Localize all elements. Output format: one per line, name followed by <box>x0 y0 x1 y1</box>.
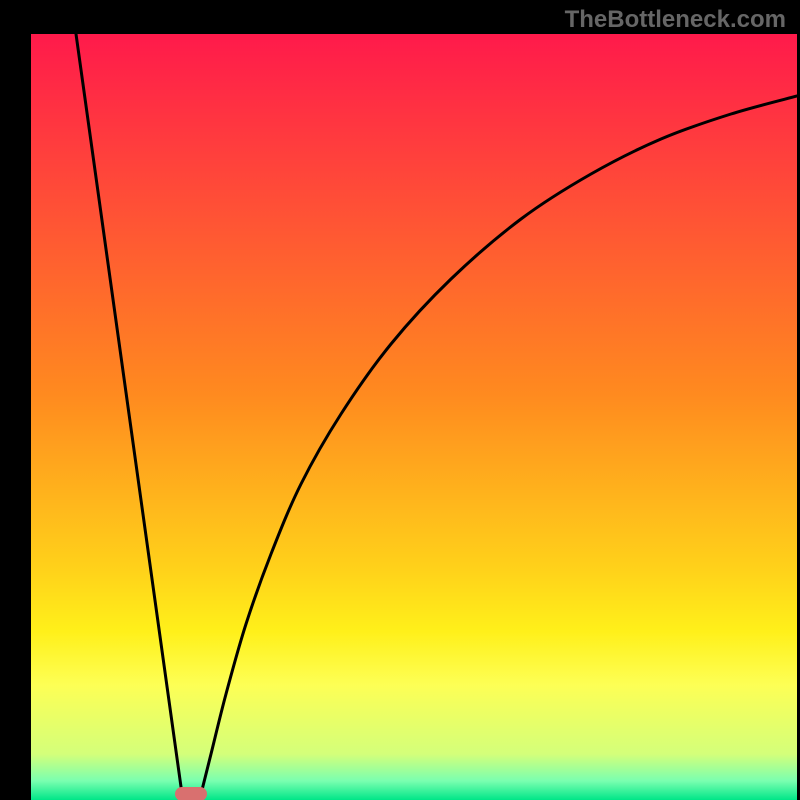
watermark-text: TheBottleneck.com <box>565 6 786 34</box>
plot-area <box>31 34 797 800</box>
chart-frame: TheBottleneck.com <box>0 0 800 800</box>
min-marker <box>175 787 207 800</box>
curve-layer <box>31 34 797 800</box>
